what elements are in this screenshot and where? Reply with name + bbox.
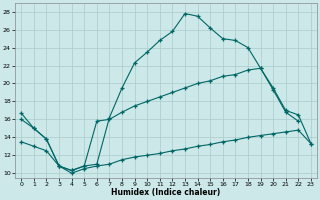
X-axis label: Humidex (Indice chaleur): Humidex (Indice chaleur) — [111, 188, 221, 197]
